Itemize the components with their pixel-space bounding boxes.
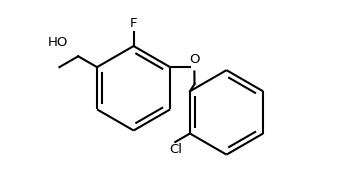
Text: Cl: Cl bbox=[169, 143, 182, 156]
Text: HO: HO bbox=[48, 36, 68, 49]
Text: F: F bbox=[130, 17, 137, 30]
Text: O: O bbox=[189, 53, 199, 66]
